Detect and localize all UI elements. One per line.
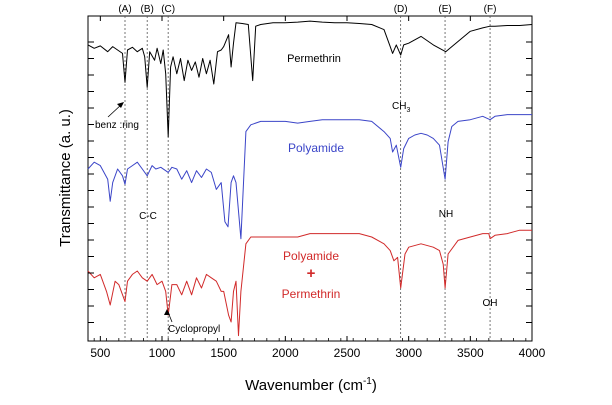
x-tick-label-5: 3000 (395, 346, 422, 360)
ch3-label-main: CH (392, 101, 406, 112)
ref-line-label-3: (D) (394, 4, 408, 15)
polyamide-label: Polyamide (288, 141, 344, 155)
x-tick-label-1: 1000 (149, 346, 176, 360)
ref-line-label-4: (E) (438, 4, 451, 15)
series-line-2 (87, 229, 532, 337)
permethrin-label: Permethrin (287, 53, 341, 65)
cc-label: C-C (139, 211, 157, 222)
x-axis-label: Wavenumber (cm-1) (245, 376, 377, 394)
x-axis-label-end: ) (372, 377, 377, 394)
nh-label: NH (439, 209, 453, 220)
ch3-label: CH3 (392, 101, 410, 114)
axis-ticks: 500 1000 1500 2000 2500 3000 3500 4000 (88, 16, 546, 360)
x-tick-label-4: 2500 (334, 346, 361, 360)
plot-frame (87, 15, 533, 342)
series-line-1 (87, 114, 532, 240)
series-line-0 (87, 20, 533, 138)
ref-line-label-0: (A) (118, 4, 131, 15)
cyclopropyl-label: Cyclopropyl (168, 324, 220, 335)
benz-ring-arrowhead (117, 102, 124, 108)
y-axis-label: Transmittance (a. u.) (57, 109, 74, 247)
ref-line-label-5: (F) (484, 4, 497, 15)
oh-label: OH (483, 298, 498, 309)
reference-lines: (A) (B) (C) (D) (E) (F) (118, 4, 496, 341)
blend-label-plus: + (307, 265, 316, 282)
x-axis-label-main: Wavenumber (cm (245, 377, 363, 394)
blend-label-line1: Polyamide (283, 249, 339, 263)
ref-line-label-2: (C) (161, 4, 175, 15)
ch3-label-sub: 3 (406, 107, 410, 114)
blend-label-line2: Permethrin (282, 287, 341, 301)
x-tick-label-0: 500 (90, 346, 110, 360)
ref-line-label-1: (B) (141, 4, 154, 15)
spectra-series (87, 20, 533, 337)
x-tick-label-6: 3500 (457, 346, 484, 360)
x-tick-label-3: 2000 (272, 346, 299, 360)
cyclopropyl-arrowhead (164, 309, 170, 315)
x-axis-label-sup: -1 (363, 376, 372, 387)
benz-ring-label: benz :ring (95, 120, 139, 131)
x-tick-label-2: 1500 (210, 346, 237, 360)
x-tick-label-7: 4000 (519, 346, 546, 360)
